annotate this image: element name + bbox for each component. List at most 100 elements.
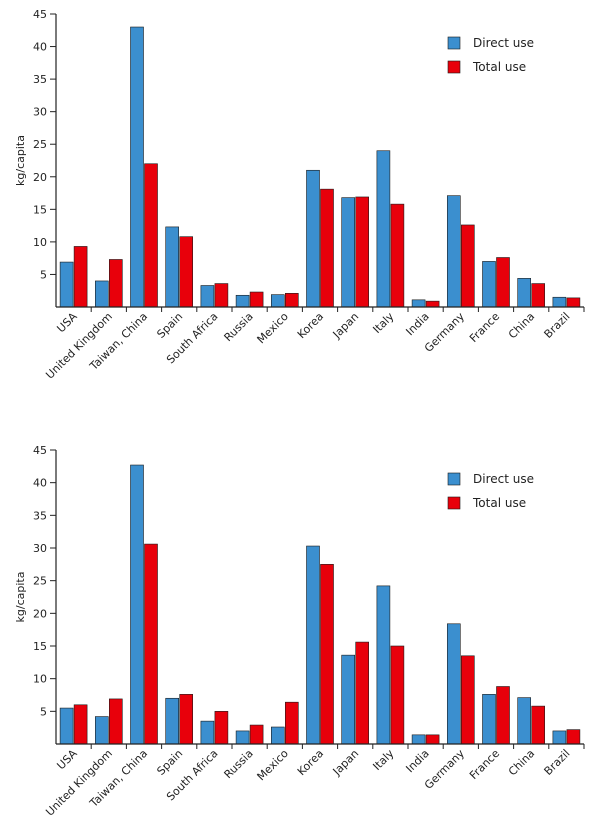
bar-total-use (460, 224, 475, 308)
legend-swatch-total-use (447, 496, 461, 510)
bar-total-use (566, 297, 581, 308)
bar-total-use (214, 711, 229, 745)
bar-direct-use (165, 697, 179, 745)
bar-total-use (425, 300, 440, 308)
bar-direct-use (517, 278, 532, 308)
x-category-label: Korea (295, 310, 326, 341)
bar-total-use (425, 734, 440, 745)
bar-total-use (73, 704, 88, 745)
x-category-label: Mexico (255, 310, 292, 347)
y-tick-label: 40 (33, 41, 47, 54)
bar-direct-use (341, 654, 356, 745)
x-category-label: France (467, 747, 502, 782)
bar-total-use (179, 236, 193, 308)
bar-direct-use (200, 285, 215, 308)
bar-total-use (284, 701, 299, 745)
bar-total-use (460, 655, 475, 745)
legend-swatch-direct-use (447, 472, 461, 486)
bar-total-use (531, 283, 546, 308)
bar-direct-use (446, 195, 461, 308)
y-tick-label: 15 (33, 640, 47, 653)
x-category-label: Spain (154, 310, 185, 341)
y-tick-label: 35 (33, 73, 47, 86)
legend-label-total-use: Total use (472, 496, 526, 510)
x-category-label: Mexico (255, 747, 292, 784)
x-category-label: Korea (295, 747, 326, 778)
x-category-label: Brazil (542, 310, 573, 341)
bar-direct-use (552, 296, 567, 308)
bar-total-use (390, 645, 405, 745)
bar-direct-use (306, 545, 320, 745)
bar-total-use (496, 257, 510, 308)
bar-total-use (284, 293, 299, 308)
bar-direct-use (270, 726, 285, 745)
bar-direct-use (482, 261, 496, 308)
bar-total-use (355, 196, 370, 308)
y-tick-label: 15 (33, 203, 47, 216)
bar-direct-use (411, 299, 426, 308)
legend-swatch-direct-use (447, 36, 461, 50)
bar-direct-use (306, 169, 320, 308)
x-category-label: Italy (370, 310, 396, 336)
x-category-label: Spain (154, 747, 185, 778)
x-category-label: India (403, 310, 431, 338)
bar-direct-use (341, 197, 356, 308)
bar-total-use (390, 203, 405, 308)
y-tick-label: 30 (33, 542, 47, 555)
y-tick-label: 45 (33, 8, 47, 21)
y-tick-label: 35 (33, 509, 47, 522)
bar-direct-use (552, 730, 567, 745)
bar-direct-use (59, 707, 74, 745)
x-category-label: USA (54, 747, 80, 773)
bar-direct-use (482, 694, 496, 745)
x-category-label: Japan (330, 747, 362, 779)
bar-direct-use (165, 226, 179, 308)
bar-direct-use (446, 623, 461, 745)
bar-direct-use (130, 26, 144, 308)
y-tick-label: 25 (33, 138, 47, 151)
y-tick-label: 25 (33, 575, 47, 588)
legend-swatch-total-use (447, 60, 461, 74)
bar-total-use (355, 641, 370, 745)
x-category-label: USA (54, 310, 80, 336)
bar-direct-use (376, 585, 391, 745)
x-category-label: Russia (222, 747, 256, 781)
bar-direct-use (411, 734, 426, 745)
bar-direct-use (376, 150, 391, 308)
legend-label-direct-use: Direct use (473, 472, 534, 486)
x-category-label: Italy (370, 747, 396, 773)
bar-total-use (566, 729, 581, 745)
bar-total-use (109, 259, 123, 308)
bar-direct-use (59, 261, 74, 308)
y-tick-label: 40 (33, 477, 47, 490)
bar-total-use (109, 698, 123, 745)
bar-direct-use (95, 280, 109, 308)
y-tick-label: 5 (40, 268, 47, 281)
bar-total-use (320, 188, 334, 308)
bar-direct-use (270, 294, 285, 308)
legend-label-total-use: Total use (472, 60, 526, 74)
y-tick-label: 20 (33, 171, 47, 184)
x-category-label: India (403, 747, 431, 775)
bar-direct-use (95, 716, 109, 745)
bar-total-use (179, 694, 193, 745)
x-category-label: Russia (222, 310, 256, 344)
y-tick-label: 10 (33, 673, 47, 686)
y-tick-label: 30 (33, 106, 47, 119)
bar-direct-use (200, 720, 215, 745)
bar-direct-use (517, 697, 532, 745)
bar-total-use (496, 686, 510, 745)
y-axis-label: kg/capita (14, 135, 27, 186)
y-tick-label: 5 (40, 705, 47, 718)
y-tick-label: 20 (33, 607, 47, 620)
bar-total-use (249, 291, 264, 308)
x-category-label: China (506, 747, 537, 778)
y-tick-label: 45 (33, 444, 47, 457)
x-category-label: Brazil (542, 747, 573, 778)
legend-label-direct-use: Direct use (473, 36, 534, 50)
bar-direct-use (130, 464, 144, 745)
bar-total-use (214, 283, 229, 308)
